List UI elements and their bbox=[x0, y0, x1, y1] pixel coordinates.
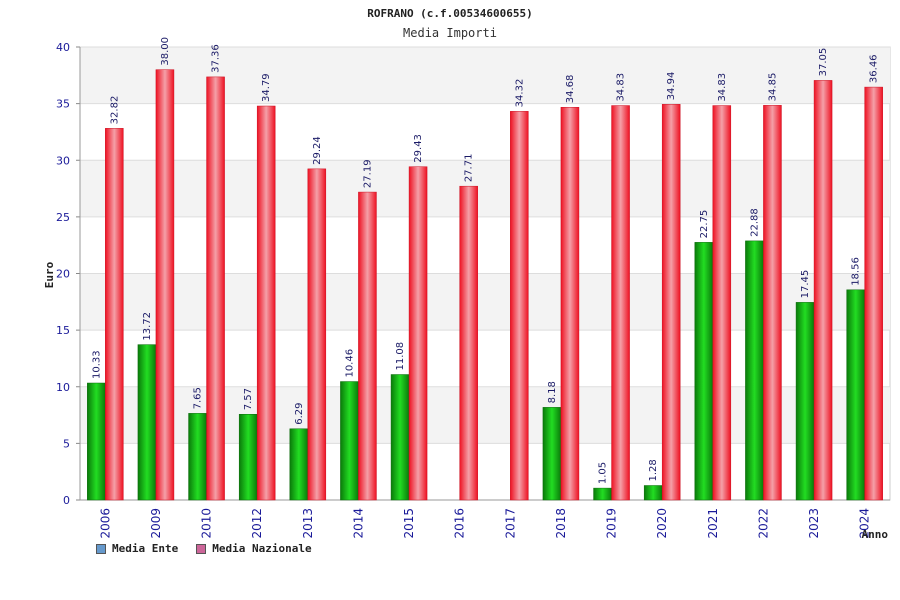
x-tick-label-2023: 2023 bbox=[807, 508, 821, 539]
legend: Media Ente Media Nazionale bbox=[96, 542, 312, 555]
y-tick-label: 20 bbox=[56, 268, 70, 281]
data-label-media-nazionale-2012: 34.79 bbox=[261, 73, 272, 102]
data-label-media-ente-2023: 17.45 bbox=[800, 270, 811, 299]
data-label-media-nazionale-2021: 34.83 bbox=[717, 73, 728, 102]
data-label-media-ente-2006: 10.33 bbox=[91, 350, 102, 379]
x-tick-label-2009: 2009 bbox=[149, 508, 163, 539]
bar-media-ente-2009 bbox=[137, 344, 157, 501]
data-label-media-nazionale-2022: 34.85 bbox=[767, 73, 778, 102]
data-label-media-ente-2020: 1.28 bbox=[648, 459, 659, 481]
bar-media-ente-2015 bbox=[390, 374, 410, 501]
x-tick-label-2012: 2012 bbox=[250, 508, 264, 539]
bar-media-nazionale-2022 bbox=[763, 105, 782, 501]
x-tick-label-2006: 2006 bbox=[98, 508, 112, 539]
y-tick-label: 5 bbox=[63, 437, 70, 450]
legend-label-media-ente: Media Ente bbox=[112, 542, 179, 555]
bar-media-nazionale-2024 bbox=[864, 86, 883, 501]
data-label-media-ente-2019: 1.05 bbox=[598, 462, 609, 484]
data-label-media-nazionale-2023: 37.05 bbox=[818, 48, 829, 77]
data-label-media-nazionale-2024: 36.46 bbox=[869, 54, 880, 83]
bar-media-nazionale-2009 bbox=[155, 69, 175, 501]
y-tick-label: 30 bbox=[56, 154, 70, 167]
data-label-media-ente-2009: 13.72 bbox=[142, 312, 153, 341]
bar-media-ente-2023 bbox=[795, 302, 815, 501]
data-label-media-ente-2012: 7.57 bbox=[243, 388, 254, 410]
bar-media-ente-2019 bbox=[593, 487, 612, 501]
chart-subtitle: Media Importi bbox=[403, 26, 497, 40]
data-label-media-nazionale-2009: 38.00 bbox=[160, 37, 171, 66]
legend-item-media-nazionale: Media Nazionale bbox=[196, 542, 312, 555]
bar-media-nazionale-2012 bbox=[256, 105, 276, 501]
x-tick-label-2019: 2019 bbox=[605, 508, 619, 539]
legend-swatch-media-ente bbox=[96, 543, 106, 554]
bar-media-nazionale-2010 bbox=[206, 76, 225, 501]
bar-media-ente-2006 bbox=[87, 382, 106, 501]
y-axis-label: Euro bbox=[43, 261, 56, 288]
data-label-media-ente-2024: 18.56 bbox=[851, 257, 862, 286]
bar-media-ente-2024 bbox=[846, 289, 865, 501]
y-tick-label: 40 bbox=[56, 41, 70, 54]
data-label-media-nazionale-2018: 34.68 bbox=[565, 75, 576, 104]
legend-swatch-media-nazionale bbox=[196, 543, 207, 554]
bar-media-nazionale-2018 bbox=[560, 106, 580, 501]
x-tick-label-2021: 2021 bbox=[706, 508, 720, 539]
data-label-media-ente-2014: 10.46 bbox=[344, 349, 355, 378]
bar-media-nazionale-2006 bbox=[105, 128, 124, 501]
bar-media-ente-2013 bbox=[289, 428, 309, 501]
x-tick-label-2010: 2010 bbox=[200, 508, 214, 539]
x-tick-label-2015: 2015 bbox=[402, 508, 416, 539]
bar-media-ente-2012 bbox=[238, 414, 258, 501]
legend-label-media-nazionale: Media Nazionale bbox=[212, 542, 312, 555]
bar-media-nazionale-2021 bbox=[712, 105, 732, 501]
bar-media-ente-2018 bbox=[542, 407, 562, 501]
x-tick-label-2013: 2013 bbox=[301, 508, 315, 539]
bar-media-nazionale-2023 bbox=[813, 80, 833, 501]
y-tick-label: 10 bbox=[56, 381, 70, 394]
x-tick-label-2016: 2016 bbox=[453, 508, 467, 539]
data-label-media-nazionale-2013: 29.24 bbox=[312, 136, 323, 165]
bar-media-nazionale-2014 bbox=[358, 191, 377, 501]
data-label-media-nazionale-2020: 34.94 bbox=[666, 72, 677, 101]
data-label-media-nazionale-2019: 34.83 bbox=[616, 73, 627, 102]
bar-media-nazionale-2015 bbox=[408, 166, 428, 501]
x-tick-label-2017: 2017 bbox=[503, 508, 517, 539]
bar-media-ente-2020 bbox=[643, 485, 663, 501]
bar-media-ente-2010 bbox=[188, 413, 207, 501]
x-tick-label-2020: 2020 bbox=[655, 508, 669, 539]
data-label-media-ente-2015: 11.08 bbox=[395, 342, 406, 371]
data-label-media-ente-2022: 22.88 bbox=[749, 208, 760, 237]
bar-media-nazionale-2019 bbox=[611, 105, 630, 501]
x-tick-label-2024: 2024 bbox=[858, 508, 872, 539]
y-tick-label: 35 bbox=[56, 98, 70, 111]
data-label-media-nazionale-2010: 37.36 bbox=[211, 44, 222, 73]
data-label-media-ente-2018: 8.18 bbox=[547, 381, 558, 403]
y-tick-label: 25 bbox=[56, 211, 70, 224]
data-label-media-ente-2013: 6.29 bbox=[294, 403, 305, 425]
bar-media-nazionale-2020 bbox=[661, 104, 681, 501]
x-axis-label: Anno bbox=[862, 528, 889, 541]
y-tick-label: 15 bbox=[56, 324, 70, 337]
legend-item-media-ente: Media Ente bbox=[96, 542, 178, 555]
data-label-media-ente-2010: 7.65 bbox=[193, 387, 204, 409]
bar-media-nazionale-2016 bbox=[459, 185, 478, 501]
data-label-media-nazionale-2016: 27.71 bbox=[464, 154, 475, 183]
bar-media-nazionale-2017 bbox=[510, 111, 529, 501]
data-label-media-nazionale-2014: 27.19 bbox=[362, 159, 373, 188]
x-tick-label-2018: 2018 bbox=[554, 508, 568, 539]
bar-media-ente-2021 bbox=[694, 242, 714, 501]
data-label-media-nazionale-2017: 34.32 bbox=[514, 79, 525, 108]
y-tick-label: 0 bbox=[63, 494, 70, 507]
data-label-media-ente-2021: 22.75 bbox=[699, 210, 710, 239]
data-label-media-nazionale-2006: 32.82 bbox=[109, 96, 120, 125]
bar-media-ente-2014 bbox=[340, 381, 359, 501]
chart-title: ROFRANO (c.f.00534600655) bbox=[367, 7, 533, 20]
data-label-media-nazionale-2015: 29.43 bbox=[413, 134, 424, 163]
bar-media-ente-2022 bbox=[745, 240, 764, 501]
x-tick-label-2014: 2014 bbox=[351, 508, 365, 539]
bar-media-nazionale-2013 bbox=[307, 168, 327, 501]
x-tick-label-2022: 2022 bbox=[756, 508, 770, 539]
